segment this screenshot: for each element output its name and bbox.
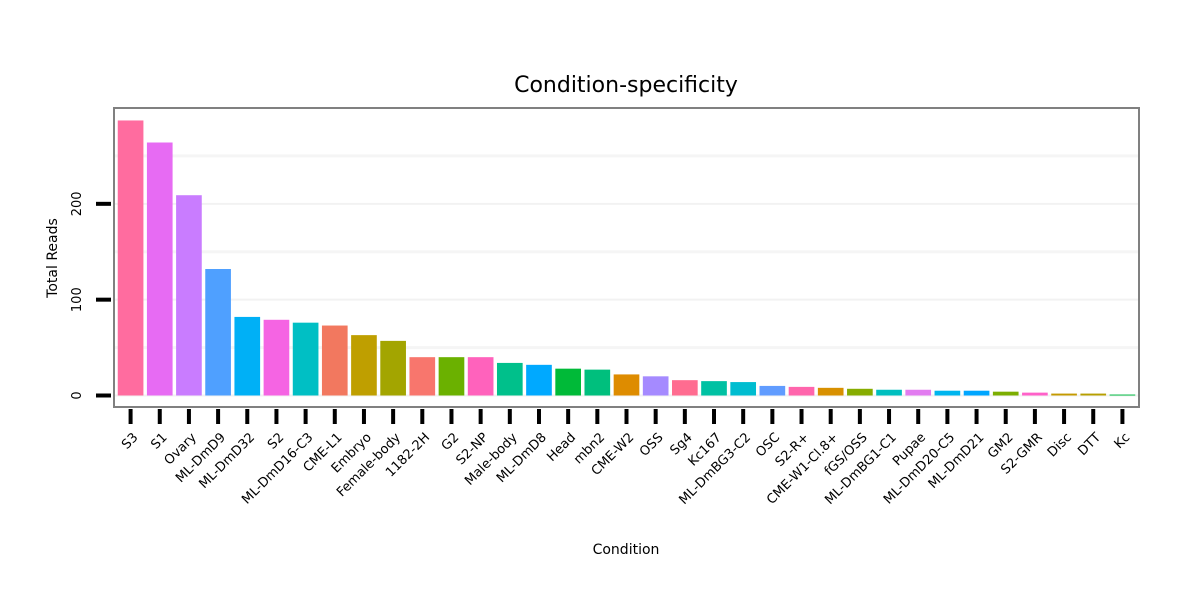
bar-cme-w2 xyxy=(613,374,640,396)
bar-s2-r- xyxy=(788,386,815,396)
x-tick-label: DTT xyxy=(1075,430,1104,459)
plot-border xyxy=(113,107,1140,408)
bars xyxy=(117,120,1136,396)
bar-cme-w1-cl-8- xyxy=(817,387,844,396)
y-tick-label: 0 xyxy=(70,391,85,399)
bar-osc xyxy=(759,385,786,396)
bar-s1 xyxy=(146,142,173,396)
x-tick-label: Disc xyxy=(1045,430,1075,460)
y-axis-title: Total Reads xyxy=(45,218,61,299)
y-axis: 0 100 200 xyxy=(70,191,111,400)
bar-1182-2h xyxy=(409,357,436,396)
bar-female-body xyxy=(380,340,406,396)
x-tick-label: S1 xyxy=(148,430,170,452)
bar-mbn2 xyxy=(584,369,611,396)
bar-oss xyxy=(642,376,669,396)
x-tick-label: S3 xyxy=(119,430,141,452)
bar-kc167 xyxy=(701,381,727,396)
y-tick-label: 100 xyxy=(70,287,85,312)
bar-ml-dmd16-c3 xyxy=(292,322,319,396)
bar-embryo xyxy=(351,335,377,396)
bar-s2-np xyxy=(467,357,494,396)
bar-ml-dmbg3-c2 xyxy=(730,382,757,396)
chart-title: Condition-specificity xyxy=(514,73,738,98)
bar-male-body xyxy=(496,362,523,396)
x-tick-label: OSS xyxy=(637,430,667,460)
bar-disc xyxy=(1051,393,1077,396)
bar-ml-dmd9 xyxy=(205,269,231,396)
bar-fgs-oss xyxy=(847,388,873,396)
bar-s2 xyxy=(263,319,290,396)
bar-ml-dmd32 xyxy=(234,316,261,396)
bar-s3 xyxy=(117,120,144,396)
bar-sg4 xyxy=(672,380,698,396)
bar-gm2 xyxy=(992,391,1019,396)
x-tick-label: S2 xyxy=(265,430,287,452)
bar-ml-dmd8 xyxy=(526,364,552,396)
bar-ml-dmd21 xyxy=(963,390,990,396)
bar-dtt xyxy=(1080,393,1107,396)
y-tick-label: 200 xyxy=(70,191,85,216)
bar-ovary xyxy=(176,195,202,396)
bar-head xyxy=(555,368,581,396)
x-tick-label: G2 xyxy=(439,430,463,454)
bar-ml-dmbg1-c1 xyxy=(876,389,902,396)
x-axis-title: Condition xyxy=(593,542,660,558)
bar-ml-dmd20-c5 xyxy=(934,390,961,396)
bar-cme-l1 xyxy=(321,325,348,396)
bar-s2-gmr xyxy=(1022,392,1048,396)
x-tick-label: Kc xyxy=(1112,430,1134,452)
bar-g2 xyxy=(438,357,465,396)
bar-pupae xyxy=(905,389,932,396)
bar-kc xyxy=(1109,394,1136,396)
